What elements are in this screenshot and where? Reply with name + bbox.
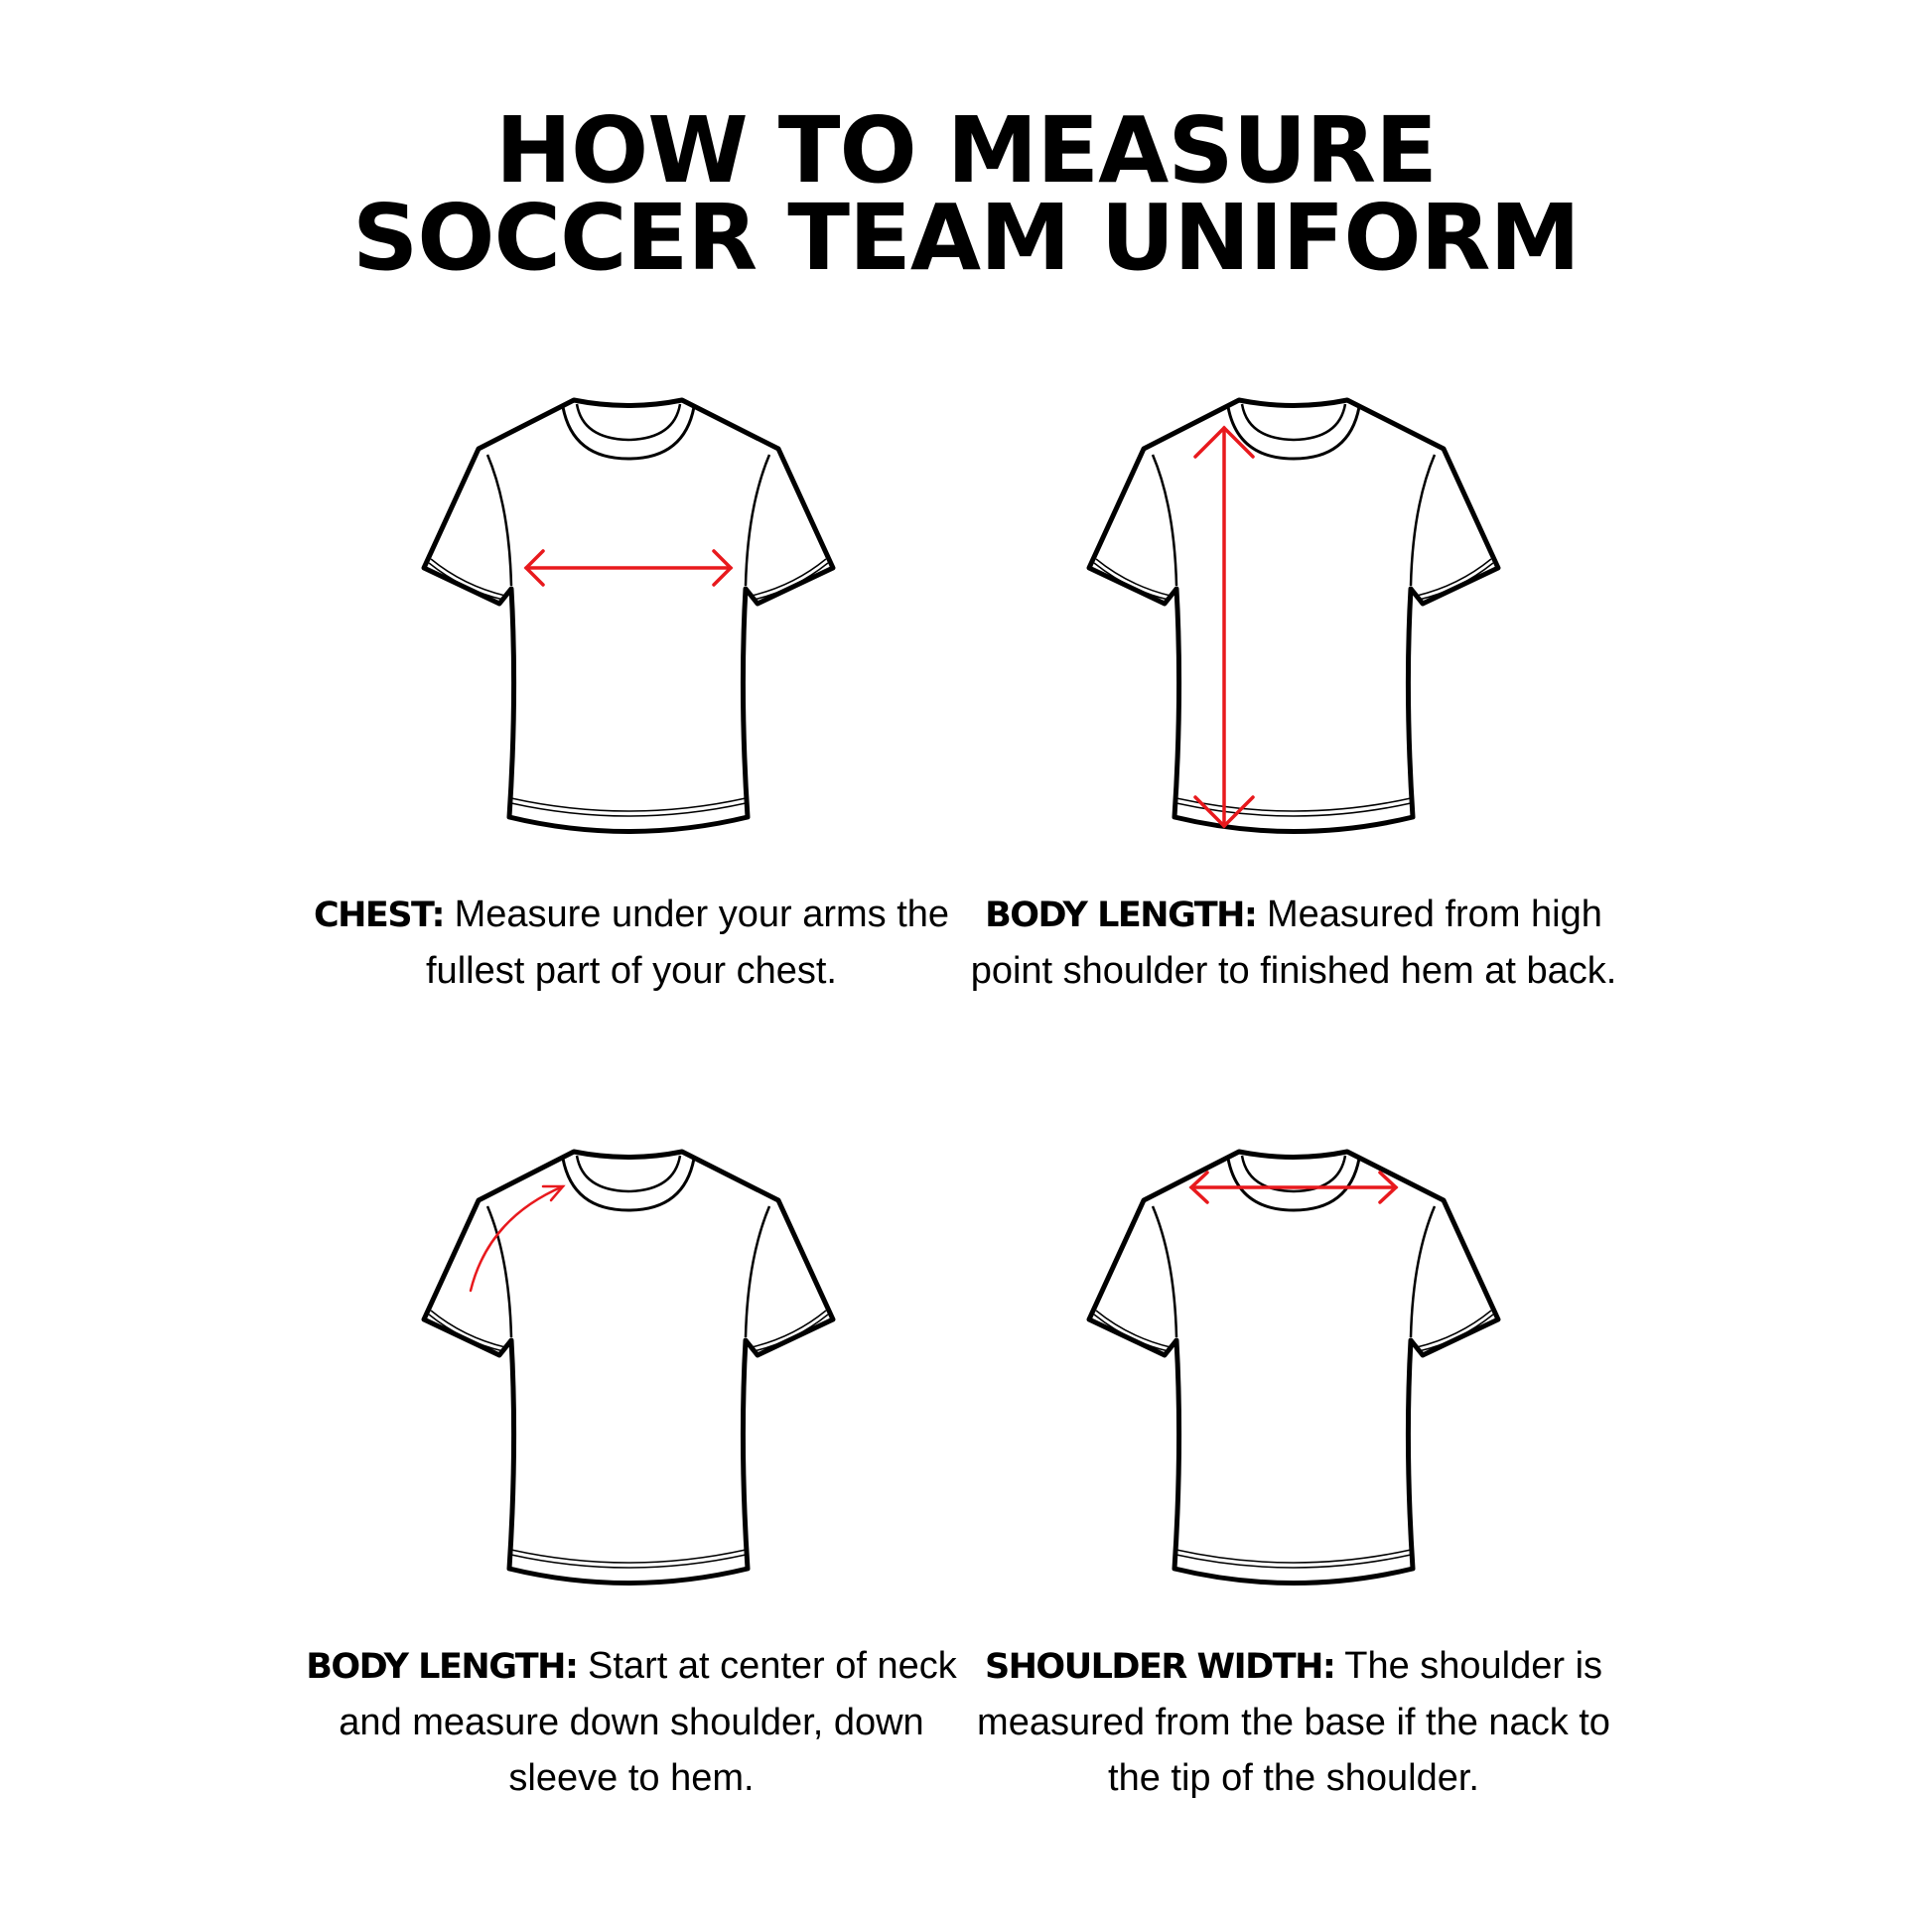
title-line-2: SOCCER TEAM UNIFORM bbox=[352, 185, 1581, 291]
vertical-length-arrow bbox=[1193, 425, 1255, 829]
shirt-body-length bbox=[1089, 400, 1498, 832]
caption-shoulder-width: SHOULDER WIDTH: The shoulder is measured… bbox=[966, 1638, 1621, 1806]
caption-label: SHOULDER WIDTH: bbox=[984, 1647, 1336, 1687]
caption-label: BODY LENGTH: bbox=[985, 896, 1258, 935]
shoulder-width-arrow bbox=[1188, 1171, 1399, 1204]
caption-body-length: BODY LENGTH: Measured from high point sh… bbox=[966, 887, 1621, 999]
caption-text: Start at center of neck and measure down… bbox=[339, 1645, 957, 1799]
caption-label: CHEST: bbox=[313, 896, 446, 935]
caption-text: Measure under your arms the fullest part… bbox=[426, 894, 950, 992]
title-line-1: HOW TO MEASURE bbox=[495, 97, 1438, 204]
caption-text: The shoulder is measured from the base i… bbox=[977, 1645, 1610, 1799]
shirt-sleeve-length bbox=[424, 1152, 833, 1584]
caption-label: BODY LENGTH: bbox=[306, 1647, 579, 1687]
chest-width-arrow bbox=[523, 549, 734, 587]
shirt-chest bbox=[424, 400, 833, 832]
caption-text: Measured from high point shoulder to fin… bbox=[970, 894, 1617, 992]
shirt-shoulder-width bbox=[1089, 1152, 1498, 1584]
curved-sleeve-arrow bbox=[469, 1184, 566, 1293]
page-title: HOW TO MEASURE SOCCER TEAM UNIFORM bbox=[0, 97, 1932, 291]
caption-sleeve-length: BODY LENGTH: Start at center of neck and… bbox=[304, 1638, 959, 1806]
caption-chest: CHEST: Measure under your arms the fulle… bbox=[304, 887, 959, 999]
